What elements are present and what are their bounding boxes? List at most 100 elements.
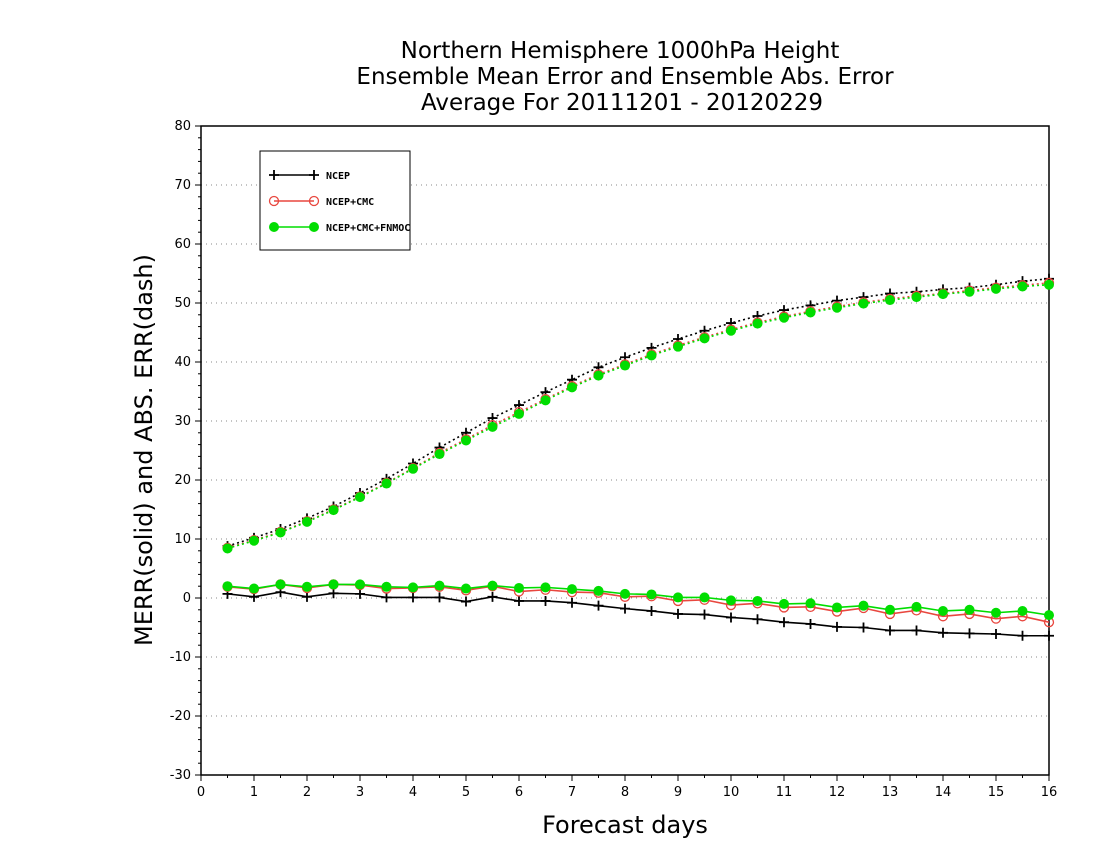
y-axis-label: MERR(solid) and ABS. ERR(dash)	[130, 254, 158, 646]
data-point-dot	[885, 295, 895, 306]
data-point-dot	[302, 516, 312, 527]
data-point-plus	[408, 592, 418, 603]
data-point-dot	[275, 579, 286, 590]
legend: NCEP NCEP+CMC NCEP+CMC+FNMOC	[259, 150, 411, 251]
data-point-plus	[646, 605, 657, 616]
data-point-dot	[434, 580, 445, 591]
data-point-dot	[911, 601, 922, 612]
title-line-2: Ensemble Mean Error and Ensemble Abs. Er…	[356, 64, 894, 90]
data-point-dot	[832, 602, 842, 613]
chart-title: Northern Hemisphere 1000hPa Height Ensem…	[356, 38, 894, 116]
data-point-dot	[593, 370, 604, 381]
series-ncep-cmc	[222, 277, 1055, 628]
data-point-dot	[991, 283, 1001, 294]
data-point-plus	[514, 595, 524, 606]
y-tick-label: 70	[174, 178, 191, 193]
data-point-circle	[308, 195, 320, 207]
data-point-dot	[938, 289, 948, 300]
y-tick-label: -10	[170, 650, 191, 665]
data-point-plus	[726, 612, 736, 623]
x-tick-label: 4	[409, 785, 417, 800]
data-point-dot	[646, 350, 657, 361]
data-point-circle	[268, 195, 280, 207]
data-point-dot	[249, 535, 259, 546]
mean-error-line	[227, 591, 1049, 637]
data-point-dot	[1044, 610, 1054, 621]
data-point-dot	[699, 592, 710, 603]
data-point-dot	[1017, 605, 1028, 616]
data-point-dot	[381, 581, 392, 592]
y-tick-label: 30	[174, 414, 191, 429]
data-point-plus	[991, 628, 1001, 639]
x-tick-label: 16	[1041, 785, 1058, 800]
data-point-plus	[1017, 630, 1028, 641]
data-point-plus	[885, 625, 895, 636]
data-point-dot	[885, 604, 895, 615]
data-point-dot	[487, 580, 498, 591]
data-point-plus	[381, 592, 392, 603]
data-point-dot	[805, 598, 816, 609]
x-tick-label: 1	[250, 785, 258, 800]
data-point-dot	[514, 408, 524, 419]
data-point-plus	[752, 614, 763, 625]
abs-error-line	[227, 278, 1050, 547]
x-tick-label: 2	[303, 785, 311, 800]
series-ncep	[222, 273, 1054, 641]
abs-error-line	[227, 283, 1050, 550]
data-point-dot	[752, 595, 763, 606]
data-point-plus	[938, 627, 948, 638]
data-point-dot	[779, 598, 789, 609]
data-point-plus	[461, 596, 471, 607]
legend-label: NCEP+CMC	[326, 197, 374, 208]
legend-item: NCEP+CMC	[268, 195, 374, 208]
data-point-dot	[461, 435, 471, 446]
data-point-dot	[964, 286, 975, 297]
data-point-dot	[646, 589, 657, 600]
data-point-dot	[328, 505, 339, 516]
data-point-plus	[673, 608, 683, 619]
data-point-plus	[434, 592, 445, 603]
title-line-3: Average For 20111201 - 20120229	[421, 90, 823, 116]
data-point-dot	[752, 318, 763, 329]
x-tick-label: 14	[935, 785, 952, 800]
abs-error-line	[227, 282, 1050, 549]
x-tick-label: 15	[988, 785, 1005, 800]
x-tick-label: 6	[515, 785, 523, 800]
data-point-dot	[779, 312, 789, 323]
x-tick-label: 8	[621, 785, 629, 800]
data-point-dot	[514, 582, 524, 593]
data-point-dot	[355, 579, 365, 590]
y-tick-label: 0	[183, 591, 191, 606]
data-point-dot	[355, 492, 365, 503]
x-tick-label: 9	[674, 785, 682, 800]
x-tick-label: 3	[356, 785, 364, 800]
x-tick-label: 7	[568, 785, 576, 800]
data-point-dot	[805, 307, 816, 318]
data-point-dot	[832, 302, 842, 313]
x-tick-label: 13	[882, 785, 899, 800]
legend-item: NCEP+CMC+FNMOC	[269, 222, 410, 234]
x-tick-label: 10	[723, 785, 740, 800]
data-point-dot	[1044, 279, 1054, 290]
data-point-plus	[302, 591, 312, 602]
data-point-dot	[222, 581, 233, 592]
data-point-dot	[222, 543, 233, 554]
data-point-plus	[1044, 630, 1054, 641]
data-point-plus	[593, 600, 604, 611]
data-point-plus	[269, 170, 279, 180]
legend-label: NCEP+CMC+FNMOC	[326, 223, 410, 234]
x-axis-label: Forecast days	[542, 811, 708, 839]
data-point-dot	[1017, 281, 1028, 292]
data-point-dot	[964, 604, 975, 615]
data-point-dot	[726, 325, 736, 336]
data-point-dot	[699, 333, 710, 344]
y-tick-label: -20	[170, 709, 191, 724]
data-point-dot	[858, 298, 869, 309]
data-point-dot	[269, 222, 279, 232]
data-point-dot	[487, 421, 498, 432]
data-point-plus	[779, 617, 789, 628]
title-line-1: Northern Hemisphere 1000hPa Height	[401, 38, 840, 64]
data-point-dot	[540, 582, 551, 593]
data-point-plus	[487, 413, 498, 424]
data-point-plus	[964, 628, 975, 639]
